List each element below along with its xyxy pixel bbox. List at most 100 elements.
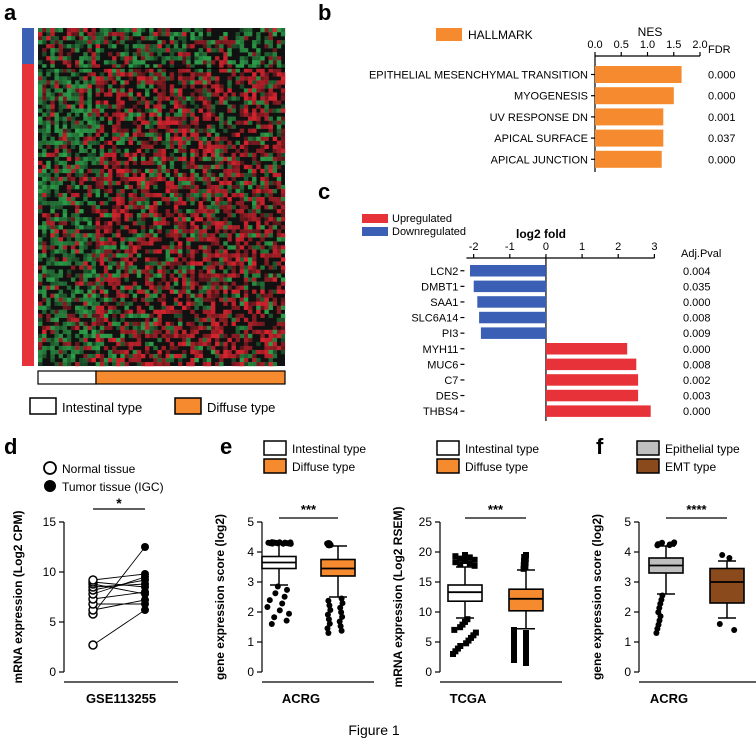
heatmap-cell xyxy=(169,56,175,61)
heatmap-cell xyxy=(182,281,187,286)
heatmap-cell xyxy=(58,361,63,367)
heatmap-cell xyxy=(260,140,265,145)
heatmap-cell xyxy=(276,253,282,258)
heatmap-cell xyxy=(112,152,117,158)
heatmap-cell xyxy=(161,277,166,282)
heatmap-cell xyxy=(276,289,282,294)
heatmap-cell xyxy=(132,52,138,57)
heatmap-cell xyxy=(149,132,154,137)
heatmap-cell xyxy=(70,265,76,270)
heatmap-cell xyxy=(136,32,142,37)
heatmap-cell xyxy=(124,349,129,355)
heatmap-cell xyxy=(268,52,273,57)
heatmap-cell xyxy=(58,44,63,49)
heatmap-cell xyxy=(116,201,121,206)
heatmap-cell xyxy=(219,329,224,335)
heatmap-cell xyxy=(272,84,278,89)
heatmap-cell xyxy=(153,56,158,61)
heatmap-cell xyxy=(157,52,162,57)
heatmap-cell xyxy=(186,209,191,214)
heatmap-cell xyxy=(280,289,286,294)
heatmap-cell xyxy=(247,184,253,190)
heatmap-cell xyxy=(243,253,249,258)
heatmap-cell xyxy=(99,333,105,339)
heatmap-cell xyxy=(268,197,273,202)
heatmap-cell xyxy=(112,281,117,286)
heatmap-cell xyxy=(264,217,269,222)
heatmap-cell xyxy=(83,76,88,81)
heatmap-cell xyxy=(206,96,212,101)
heatmap-cell xyxy=(227,297,232,302)
heatmap-cell xyxy=(99,124,105,129)
heatmap-cell xyxy=(157,44,162,49)
heatmap-cell xyxy=(116,341,121,347)
chart-e1-outlier xyxy=(338,595,345,602)
heatmap-cell xyxy=(87,72,92,77)
heatmap-cell xyxy=(165,184,171,190)
heatmap-cell xyxy=(132,60,138,65)
heatmap-cell xyxy=(227,172,232,178)
heatmap-cell xyxy=(182,184,187,190)
heatmap-cell xyxy=(206,265,212,270)
chart-c-category-label: LCN2 xyxy=(430,266,458,278)
heatmap-cell xyxy=(260,313,265,319)
heatmap-cell xyxy=(66,68,72,73)
heatmap-cell xyxy=(173,249,179,254)
chart-b-bar xyxy=(595,150,662,168)
heatmap-cell xyxy=(239,237,245,242)
heatmap-cell xyxy=(91,357,96,363)
heatmap-cell xyxy=(169,156,175,162)
heatmap-cell xyxy=(190,176,195,182)
heatmap-cell xyxy=(247,353,253,359)
heatmap-cell xyxy=(177,80,183,85)
heatmap-cell xyxy=(165,124,171,129)
heatmap-cell xyxy=(177,100,183,105)
heatmap-cell xyxy=(58,221,63,226)
heatmap-cell xyxy=(280,136,286,141)
heatmap-cell xyxy=(169,257,175,262)
heatmap-cell xyxy=(46,261,51,266)
heatmap-cell xyxy=(95,209,101,214)
heatmap-cell xyxy=(243,301,249,306)
heatmap-cell xyxy=(103,241,109,246)
heatmap-cell xyxy=(239,64,245,69)
heatmap-cell xyxy=(260,237,265,242)
heatmap-cell xyxy=(70,297,76,302)
heatmap-cell xyxy=(132,160,138,166)
chart-d-xlabel: GSE113255 xyxy=(86,691,156,706)
heatmap-cell xyxy=(219,201,224,206)
heatmap-cell xyxy=(182,96,187,101)
heatmap-cell xyxy=(231,341,236,347)
heatmap-cell xyxy=(276,249,282,254)
heatmap-cell xyxy=(173,116,179,121)
heatmap-cell xyxy=(182,112,187,117)
heatmap-cell xyxy=(276,84,282,89)
heatmap-cell xyxy=(70,229,76,234)
heatmap-cell xyxy=(194,313,199,319)
heatmap-cell xyxy=(103,28,109,33)
heatmap-cell xyxy=(128,72,133,77)
heatmap-cell xyxy=(177,261,183,266)
heatmap-cell xyxy=(83,269,88,274)
heatmap-cell xyxy=(173,261,179,266)
heatmap-cell xyxy=(83,116,88,121)
heatmap-cell xyxy=(190,168,195,174)
heatmap-cell xyxy=(46,144,51,150)
heatmap-cell xyxy=(235,249,241,254)
heatmap-cell xyxy=(50,325,55,331)
heatmap-cell xyxy=(182,32,187,37)
heatmap-cell xyxy=(153,64,158,69)
heatmap-cell xyxy=(66,261,72,266)
heatmap-cell xyxy=(79,32,84,37)
heatmap-cell xyxy=(252,329,257,335)
heatmap-cell xyxy=(132,321,138,327)
heatmap-cell xyxy=(120,132,125,137)
heatmap-cell xyxy=(210,124,216,129)
heatmap-cell xyxy=(116,40,121,45)
heatmap-cell xyxy=(272,333,278,339)
heatmap-cell xyxy=(202,96,208,101)
heatmap-cell xyxy=(173,92,179,97)
heatmap-cell xyxy=(70,48,76,53)
heatmap-cell xyxy=(112,56,117,61)
heatmap-cell xyxy=(256,321,261,327)
